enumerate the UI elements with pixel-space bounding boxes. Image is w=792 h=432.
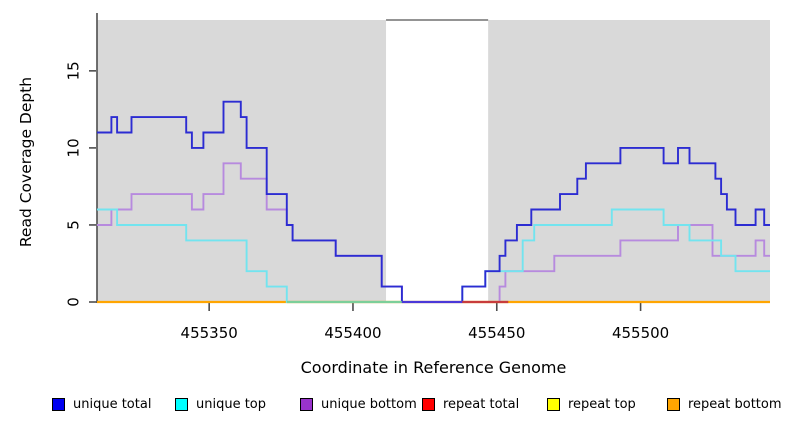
legend-item-unique-bottom: unique bottom [300, 397, 417, 412]
legend-label: unique total [73, 397, 152, 412]
legend-item-unique-total: unique total [52, 397, 151, 412]
legend-swatch-unique-total [52, 398, 65, 411]
legend-item-repeat-top: repeat top [547, 397, 636, 412]
y-tick-label: 5 [65, 220, 83, 230]
legend-swatch-repeat-total [422, 398, 435, 411]
legend-item-repeat-bottom: repeat bottom [667, 397, 782, 412]
legend: unique total unique top unique bottom repea… [0, 397, 792, 421]
legend-swatch-unique-bottom [300, 398, 313, 411]
x-tick-label: 455400 [324, 324, 381, 342]
series-unique-top [97, 208, 770, 303]
legend-label: unique bottom [321, 397, 417, 412]
legend-label: repeat total [443, 397, 520, 412]
x-tick-label: 455450 [468, 324, 525, 342]
shaded-region-1 [97, 20, 387, 302]
legend-label: repeat bottom [688, 397, 782, 412]
y-tick-label: 10 [65, 138, 83, 157]
legend-label: unique top [196, 397, 267, 412]
x-tick-label: 455350 [181, 324, 238, 342]
legend-swatch-repeat-bottom [667, 398, 680, 411]
legend-swatch-unique-top [175, 398, 188, 411]
x-tick-label: 455500 [612, 324, 669, 342]
legend-swatch-repeat-top [547, 398, 560, 411]
legend-item-repeat-total: repeat total [422, 397, 519, 412]
y-axis-title: Read Coverage Depth [17, 76, 35, 248]
legend-label: repeat top [568, 397, 636, 412]
x-axis-title: Coordinate in Reference Genome [300, 358, 567, 377]
shaded-region-2 [488, 20, 770, 302]
series-unique-total [97, 100, 770, 303]
y-tick-label: 15 [65, 61, 83, 80]
y-tick-label: 0 [65, 297, 83, 307]
legend-item-unique-top: unique top [175, 397, 266, 412]
